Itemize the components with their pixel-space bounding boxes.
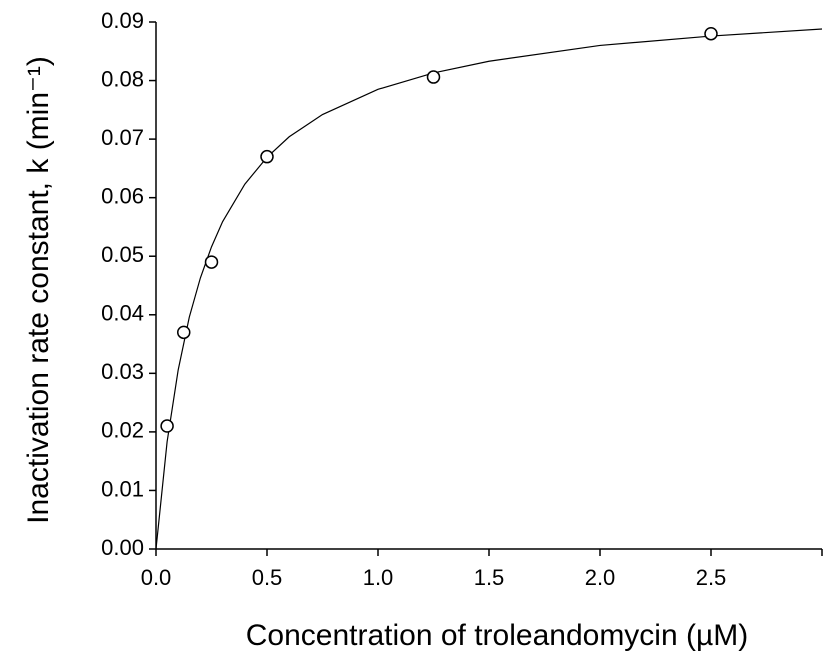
y-tick-label: 0.04 bbox=[101, 301, 144, 326]
y-tick-label: 0.01 bbox=[101, 476, 144, 501]
data-point bbox=[204, 255, 219, 269]
data-point bbox=[426, 70, 441, 84]
x-tick-label: 0.5 bbox=[252, 565, 283, 590]
y-axis-title: Inactivation rate constant, k (min⁻¹) bbox=[22, 56, 55, 524]
y-tick-label: 0.07 bbox=[101, 125, 144, 150]
y-tick-label: 0.00 bbox=[101, 535, 144, 560]
fit-curve bbox=[155, 28, 823, 550]
x-tick-label: 0.0 bbox=[141, 565, 172, 590]
y-tick-label: 0.06 bbox=[101, 183, 144, 208]
y-tick-label: 0.08 bbox=[101, 66, 144, 91]
x-tick-label: 2.0 bbox=[585, 565, 616, 590]
y-tick-label: 0.02 bbox=[101, 418, 144, 443]
x-tick-label: 1.5 bbox=[474, 565, 505, 590]
x-tick-label: 1.0 bbox=[363, 565, 394, 590]
data-point bbox=[177, 325, 191, 340]
data-point bbox=[704, 26, 718, 41]
data-point bbox=[260, 149, 274, 164]
y-tick-label: 0.05 bbox=[101, 242, 144, 267]
x-tick-label: 2.5 bbox=[696, 565, 727, 590]
data-point bbox=[160, 419, 174, 433]
y-tick-label: 0.09 bbox=[101, 8, 144, 33]
x-axis-title: Concentration of troleandomycin (µM) bbox=[246, 619, 749, 652]
y-tick-label: 0.03 bbox=[101, 359, 144, 384]
